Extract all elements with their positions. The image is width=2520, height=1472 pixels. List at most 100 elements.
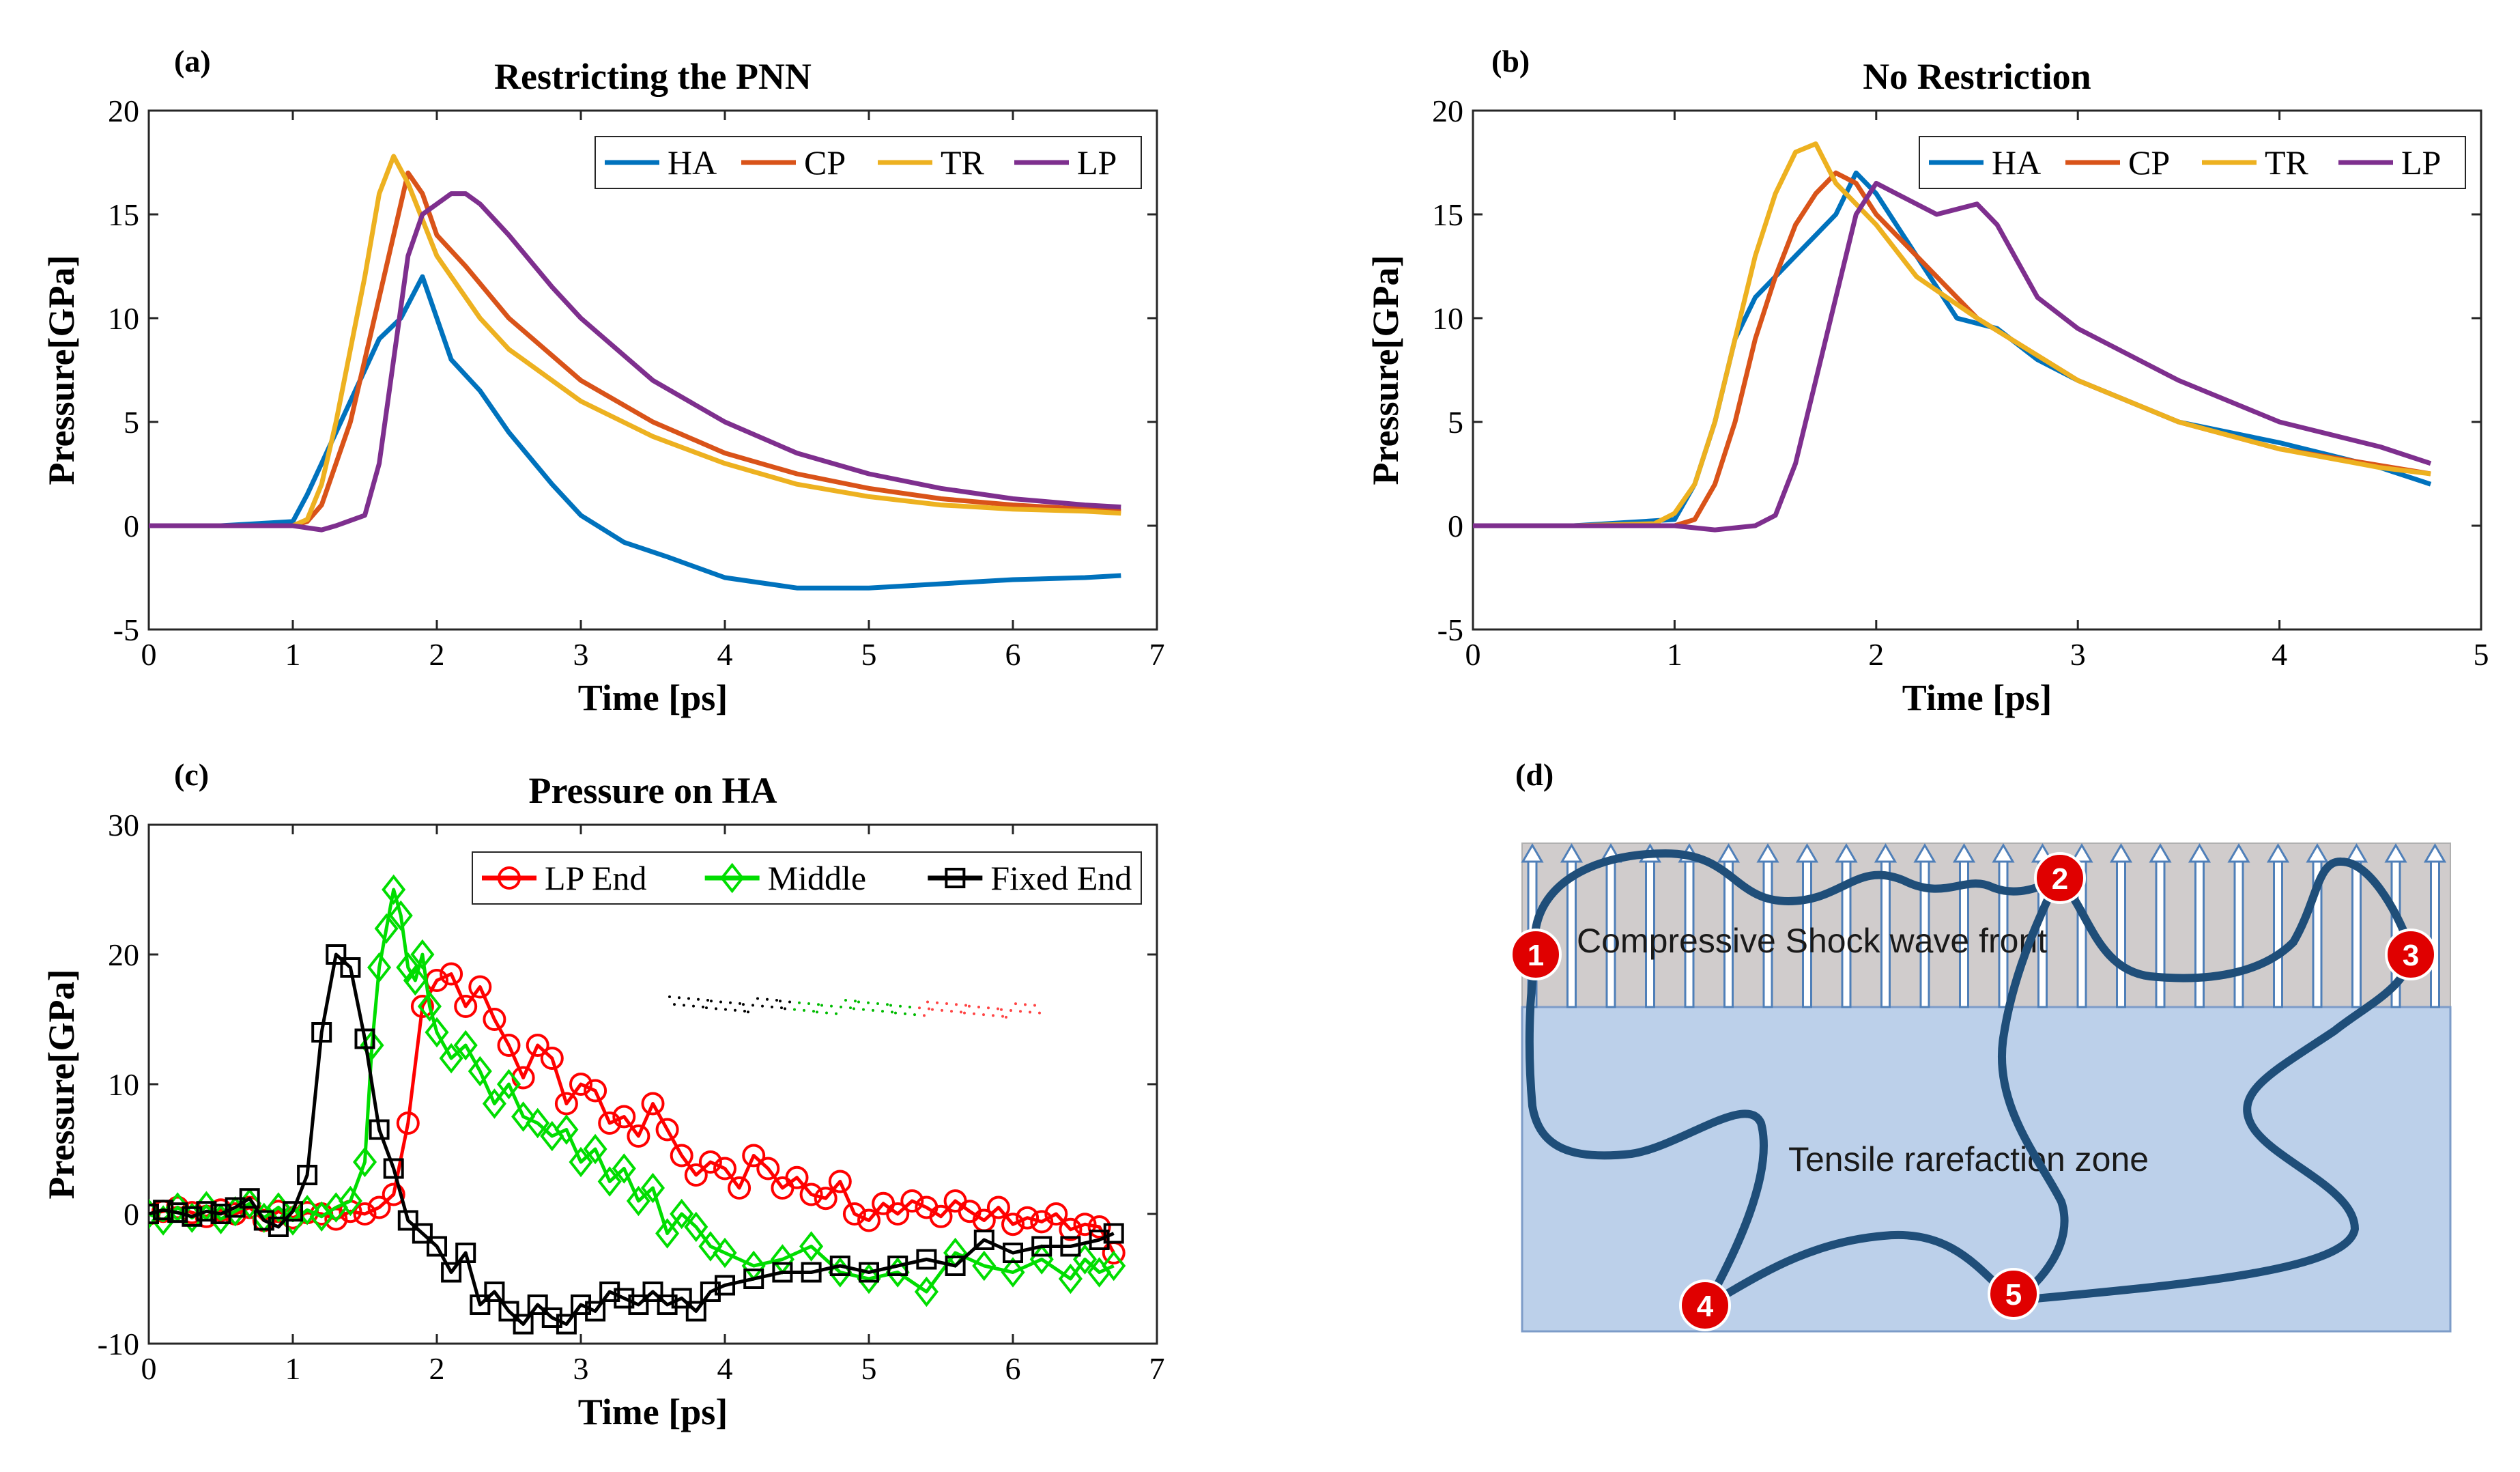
noise-dot — [751, 1004, 754, 1007]
noise-dot — [724, 1008, 727, 1011]
x-tick-label: 6 — [1005, 1351, 1021, 1386]
up-arrow-shaft — [2430, 859, 2440, 1008]
noise-dot — [960, 1010, 962, 1014]
data-point-lp-end — [1044, 1202, 1068, 1226]
up-arrow-head — [1874, 843, 1898, 863]
data-point-fixed-end — [859, 1262, 879, 1283]
noise-dot — [835, 1012, 837, 1015]
data-point-middle — [655, 1218, 680, 1249]
data-point-middle — [554, 1114, 579, 1145]
noise-dot — [668, 995, 671, 998]
x-tick-label: 4 — [717, 637, 733, 672]
noise-dot — [683, 1004, 685, 1007]
data-point-middle — [569, 1146, 593, 1178]
chain-left — [1525, 952, 1768, 1310]
data-point-fixed-end — [369, 1119, 390, 1140]
up-arrow-shaft — [2155, 859, 2166, 1008]
x-tick-label: 3 — [573, 637, 589, 672]
noise-dot — [807, 1002, 810, 1005]
data-point-lp-end — [1001, 1213, 1025, 1236]
noise-dot — [881, 1010, 884, 1013]
up-arrow-shaft — [2194, 859, 2205, 1008]
data-point-middle — [468, 1056, 492, 1087]
data-point-lp-end — [814, 1187, 837, 1211]
data-point-lp-end — [900, 1189, 924, 1213]
noise-dot — [825, 1011, 828, 1015]
noise-dot — [793, 1008, 796, 1011]
x-tick-label: 1 — [285, 637, 301, 672]
data-point-middle — [713, 1237, 737, 1269]
data-point-fixed-end — [397, 1210, 418, 1231]
data-point-middle — [526, 1107, 550, 1139]
noise-dot — [987, 1006, 990, 1010]
data-point-fixed-end — [182, 1206, 203, 1227]
node-5: 5 — [1988, 1268, 2039, 1320]
data-point-fixed-end — [772, 1262, 793, 1283]
data-point-middle — [367, 952, 392, 983]
data-point-lp-end — [842, 1202, 866, 1226]
noise-dot — [950, 1010, 953, 1013]
noise-dot — [784, 1007, 786, 1010]
node-5-label: 5 — [2005, 1278, 2022, 1312]
data-point-fixed-end — [556, 1314, 577, 1335]
tensile-label: Tensile rarefaction zone — [1788, 1140, 2149, 1178]
data-point-fixed-end — [1060, 1236, 1081, 1257]
legend-label: TR — [941, 143, 985, 182]
data-point-lp-end — [382, 1183, 405, 1206]
data-point-fixed-end — [685, 1301, 706, 1322]
up-arrow-shaft — [2351, 859, 2362, 1008]
noise-dot — [747, 1010, 749, 1014]
legend-box — [472, 851, 1142, 905]
data-point-lp-end — [799, 1183, 823, 1206]
series-group-a — [149, 154, 1121, 591]
noise-dot — [992, 1014, 994, 1017]
noise-dot — [872, 1008, 874, 1012]
noise-dot — [840, 1005, 842, 1008]
noise-dot — [803, 1008, 805, 1012]
shock-wave-diagram: Compressive Shock wave front Tensile rar… — [1510, 843, 2452, 1333]
data-point-middle — [857, 1263, 881, 1294]
y-tick-label: 15 — [108, 197, 139, 232]
noise-dot — [729, 1001, 732, 1004]
series-line-lp — [149, 191, 1121, 533]
up-arrow-shaft — [2116, 859, 2126, 1008]
data-point-middle — [597, 1166, 622, 1197]
noise-dot — [853, 1007, 855, 1010]
up-arrow-head — [2227, 843, 2250, 863]
data-point-fixed-end — [470, 1294, 491, 1315]
up-arrow-head — [2306, 843, 2329, 863]
data-point-fixed-end — [498, 1301, 519, 1322]
chart-title-c: Pressure on HA — [529, 770, 777, 811]
noise-dot — [977, 1006, 980, 1008]
y-axis-label: Pressure[GPa] — [41, 969, 82, 1200]
chart-title-b: No Restriction — [1863, 56, 2091, 97]
data-point-lp-end — [670, 1144, 693, 1167]
data-point-middle — [417, 991, 442, 1022]
data-point-fixed-end — [268, 1217, 289, 1237]
data-point-middle — [382, 874, 406, 905]
data-point-middle — [439, 1043, 463, 1074]
data-point-fixed-end — [541, 1307, 562, 1328]
y-tick-label: 10 — [108, 301, 139, 336]
data-point-fixed-end — [628, 1294, 649, 1315]
noise-dot — [779, 1000, 782, 1003]
chart-title-a: Restricting the PNN — [494, 56, 812, 97]
noise-dot — [894, 1011, 897, 1015]
series-line-cp — [149, 170, 1121, 528]
compressive-zone — [1521, 843, 2451, 1008]
noise-dot — [817, 1003, 820, 1006]
data-point-middle — [482, 1088, 506, 1119]
series-line-tr — [149, 154, 1121, 528]
y-tick-label: -5 — [1437, 612, 1463, 647]
y-tick-label: 10 — [1432, 301, 1463, 336]
up-arrow-head — [1521, 843, 1544, 863]
data-point-lp-end — [698, 1150, 722, 1174]
y-tick-label: -5 — [113, 612, 139, 647]
noise-dot — [968, 1004, 971, 1008]
data-point-middle — [281, 1205, 305, 1236]
series-line-tr — [1473, 141, 2431, 528]
data-point-fixed-end — [1103, 1223, 1124, 1244]
data-point-middle — [1102, 1250, 1126, 1282]
data-point-lp-end — [612, 1105, 636, 1129]
data-point-lp-end — [655, 1118, 679, 1142]
